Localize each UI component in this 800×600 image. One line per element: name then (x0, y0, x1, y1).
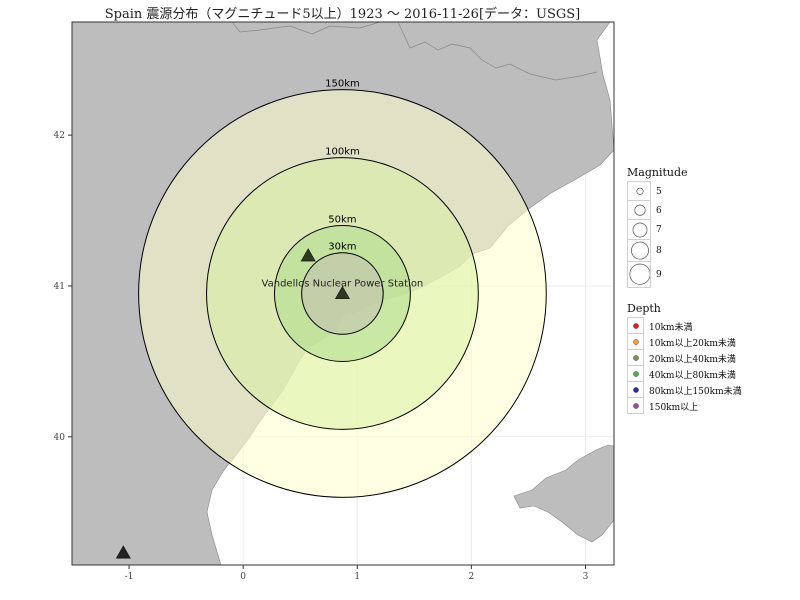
depth-key (627, 381, 644, 398)
y-tick-label-0: 40 (54, 433, 66, 443)
magnitude-legend: Magnitude 5 6 7 8 9 (627, 166, 688, 288)
magnitude-key (627, 219, 651, 240)
magnitude-legend-item: 7 (627, 219, 688, 240)
y-tick-label-2: 42 (54, 131, 65, 141)
magnitude-key (627, 200, 651, 220)
magnitude-label: 7 (656, 225, 662, 235)
depth-legend-item: 40km以上80km未満 (627, 365, 742, 382)
x-tick-label-2: 1 (354, 572, 360, 582)
depth-legend-title: Depth (627, 302, 661, 315)
magnitude-legend-title: Magnitude (627, 166, 688, 179)
map-panel-border (71, 21, 615, 566)
depth-key (627, 333, 644, 350)
magnitude-legend-item: 6 (627, 200, 688, 220)
depth-label: 10km以上20km未満 (649, 338, 736, 349)
land-mallorca (513, 444, 614, 543)
ring-label-50km: 50km (328, 215, 356, 226)
magnitude-label: 9 (656, 270, 662, 280)
axis-ticks: -1 0 1 2 3 40 41 42 (54, 131, 589, 582)
magnitude-legend-item: 5 (627, 181, 688, 201)
depth-label: 10km未満 (649, 322, 693, 333)
map-title: Spain 震源分布（マグニチュード5以上）1923 ～ 2016-11-26[… (104, 7, 581, 22)
magnitude-legend-item: 9 (627, 261, 688, 288)
ring-label-30km: 30km (328, 242, 356, 253)
map-markers: Vandellos Nuclear Power Station (115, 248, 424, 559)
magnitude-label: 8 (656, 246, 662, 256)
depth-legend-item: 10km未満 (627, 317, 742, 334)
depth-key (627, 317, 644, 334)
depth-label: 150km以上 (649, 402, 699, 413)
magnitude-key (627, 181, 651, 201)
plant-marker-north (300, 248, 316, 262)
magnitude-key (627, 239, 651, 262)
border-lines (231, 22, 598, 81)
magnitude-key (627, 261, 651, 288)
depth-label: 80km以上150km未満 (649, 386, 742, 397)
depth-legend-item: 20km以上40km未満 (627, 349, 742, 366)
magnitude-label: 6 (656, 205, 662, 216)
magnitude-legend-item: 8 (627, 239, 688, 262)
depth-key (627, 365, 644, 382)
depth-legend-item: 80km以上150km未満 (627, 381, 742, 398)
depth-legend-item: 10km以上20km未満 (627, 333, 742, 350)
depth-key (627, 349, 644, 366)
center-label: Vandellos Nuclear Power Station (262, 279, 424, 290)
plant-marker-southwest (115, 545, 131, 559)
power-station-marker (334, 285, 350, 300)
x-tick-label-4: 3 (583, 572, 589, 582)
ring-label-100km: 100km (325, 147, 360, 158)
depth-legend-item: 150km以上 (627, 397, 742, 414)
depth-key (627, 397, 644, 414)
ring-label-150km: 150km (325, 79, 360, 90)
depth-legend: Depth 10km未満 10km以上20km未満 20km以上40km未満 40km… (627, 302, 742, 414)
x-tick-label-1: 0 (240, 572, 246, 582)
x-tick-label-3: 2 (469, 572, 475, 582)
y-tick-label-1: 41 (54, 282, 65, 292)
depth-label: 20km以上40km未満 (649, 354, 736, 365)
x-tick-label-0: -1 (125, 572, 134, 582)
magnitude-label: 5 (656, 186, 662, 197)
depth-label: 40km以上80km未満 (649, 370, 736, 381)
